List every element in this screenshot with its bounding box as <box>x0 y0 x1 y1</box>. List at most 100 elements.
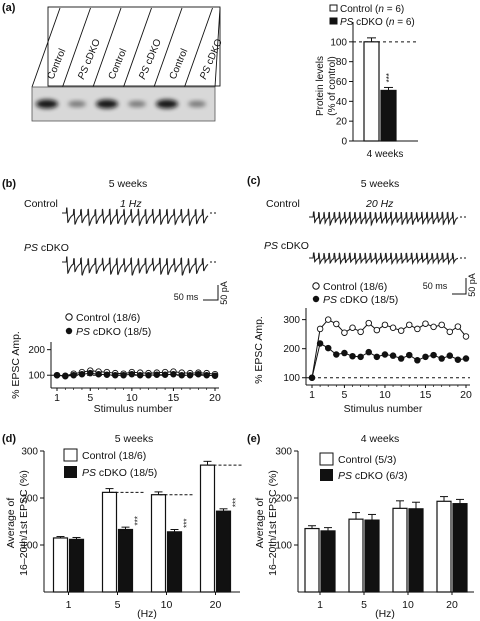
chart-a-y-tick-label: 20 <box>336 117 348 128</box>
blot-label-frame <box>47 6 221 87</box>
panel-c-traces <box>309 211 468 266</box>
panel-b-label: (b) <box>2 178 16 190</box>
panel-a-legend: Control (n = 6) PS cDKO (n = 6) <box>329 4 415 28</box>
chart-b-point-cdko <box>195 370 202 378</box>
chart-e-bar-control <box>304 527 320 593</box>
chart-c-point-cdko <box>397 355 405 362</box>
panel-b-frequency: 1 Hz <box>120 198 142 210</box>
chart-d-significance: *** <box>134 516 143 525</box>
chart-d-bar-cdko <box>166 531 183 593</box>
blot-bands <box>36 99 206 109</box>
chart-c-x-tick-label: 20 <box>460 389 472 401</box>
chart-a-significance: *** <box>385 73 394 82</box>
chart-d: 100 200 300 1 5 *** 10 *** 20 *** <box>21 447 242 611</box>
chart-b-x-tick-label: 1 <box>54 392 60 404</box>
chart-c-point-cdko <box>373 353 381 361</box>
chart-e: 100 200 300 1 5 10 20 <box>275 447 474 611</box>
panel-e-legend-control: Control (5/3) <box>338 454 396 466</box>
chart-a-y-tick-label: 60 <box>336 77 348 88</box>
blot-band-3 <box>96 99 118 109</box>
panel-d-legend-cdko: PS cDKO (18/5) <box>82 467 157 479</box>
panel-b-xlabel: Stimulus number <box>94 403 173 415</box>
chart-d-x-tick-label: 20 <box>210 599 222 611</box>
panel-e-xlabel: (Hz) <box>375 608 395 620</box>
chart-c-point-cdko <box>438 355 445 362</box>
chart-d-significance: *** <box>232 498 241 507</box>
chart-c-point-control <box>349 324 356 332</box>
chart-b-point-cdko <box>128 370 136 378</box>
chart-b-point-cdko <box>87 369 94 377</box>
chart-e-x-tick-label: 10 <box>402 599 414 611</box>
panel-a-ylabel-2: (% of control) <box>327 56 338 115</box>
blot-band-2 <box>68 100 86 108</box>
chart-c-point-cdko <box>308 374 316 381</box>
panel-d-legend: Control (18/6) PS cDKO (18/5) <box>63 448 157 479</box>
chart-c-y-tick-label: 200 <box>283 344 300 355</box>
chart-b-x-tick-label: 15 <box>168 392 180 404</box>
chart-c-point-control <box>324 316 332 323</box>
chart-d-x-tick-label: 5 <box>115 599 121 611</box>
panel-e-age: 4 weeks <box>361 433 400 445</box>
panel-b-trace-label-cdko: PS cDKO <box>24 242 69 254</box>
chart-b-point-cdko <box>120 371 127 379</box>
panel-e-label: (e) <box>247 433 261 445</box>
chart-c-point-control <box>333 320 340 328</box>
panel-c-age: 5 weeks <box>361 178 400 190</box>
panel-d-legend-control: Control (18/6) <box>82 450 146 462</box>
chart-c-point-cdko <box>454 356 462 363</box>
chart-d-y-tick-label: 100 <box>21 541 38 552</box>
panel-c-legend: Control (18/6) PS cDKO (18/5) <box>312 281 398 306</box>
chart-c-point-control <box>462 333 470 340</box>
chart-a-y-tick-label: 100 <box>330 37 347 48</box>
chart-a-bar-cdko <box>380 89 397 142</box>
chart-c-point-control <box>438 321 445 329</box>
chart-c-point-control <box>446 328 454 336</box>
chart-e-x-tick-label: 5 <box>361 599 367 611</box>
panel-c-trace-control <box>309 211 459 227</box>
blot-band-5 <box>156 99 178 109</box>
chart-b-x-tick-label: 20 <box>209 392 221 404</box>
chart-c-point-cdko <box>381 351 389 358</box>
panel-c-frequency: 20 Hz <box>365 198 394 210</box>
chart-c-point-cdko <box>324 344 332 352</box>
chart-e-bar-control <box>436 500 452 593</box>
chart-b-point-cdko <box>161 371 169 378</box>
panel-e-legend: Control (5/3) PS cDKO (6/3) <box>319 452 407 482</box>
chart-c-x-tick-label: 15 <box>420 389 432 401</box>
panel-b-scale-bar: 50 ms 50 pA <box>174 281 229 305</box>
chart-c-y-tick-label: 100 <box>283 373 300 384</box>
chart-c-x-tick-label: 5 <box>341 389 347 401</box>
chart-c-point-control <box>430 323 437 331</box>
chart-c-point-control <box>316 325 324 333</box>
chart-c-point-control <box>454 323 462 330</box>
panel-e-legend-cdko: PS cDKO (6/3) <box>338 470 407 482</box>
chart-d-bar-control <box>199 464 216 593</box>
panel-b-scale-pa: 50 pA <box>219 281 229 305</box>
chart-b-point-cdko <box>170 370 177 378</box>
chart-e-y-tick-label: 100 <box>275 541 292 552</box>
chart-b-y-tick-label: 100 <box>28 371 45 382</box>
panel-c-legend-cdko: PS cDKO (18/5) <box>323 294 398 306</box>
chart-c-point-cdko <box>446 352 454 359</box>
chart-c-point-control <box>357 328 364 336</box>
chart-d-bar-cdko <box>215 510 232 593</box>
panel-a-ylabel-1: Protein levels <box>315 56 326 116</box>
legend-cdko-swatch <box>329 17 338 25</box>
chart-c-point-cdko <box>341 349 348 357</box>
panel-e-ylabel-2: 16–20th/1st EPSC (%) <box>267 470 279 576</box>
panel-b-traces <box>62 207 218 276</box>
panel-c-scale-bar: 50 ms 50 pA <box>423 273 477 297</box>
chart-c-point-cdko <box>406 351 413 359</box>
chart-c-point-cdko <box>357 353 364 361</box>
panel-e-ylabel-1: Average of <box>254 498 266 549</box>
chart-e-bar-control <box>348 518 364 593</box>
blot-band-6 <box>188 100 206 108</box>
panel-b-scale-ms: 50 ms <box>174 292 199 302</box>
chart-e-bar-control <box>392 507 408 593</box>
chart-c-point-cdko <box>462 355 470 362</box>
panel-c-label: (c) <box>247 175 261 187</box>
chart-b-y-tick-label: 200 <box>28 345 45 356</box>
chart-d-x-tick-label: 10 <box>161 599 173 611</box>
chart-c-y-tick-label: 300 <box>283 315 300 326</box>
